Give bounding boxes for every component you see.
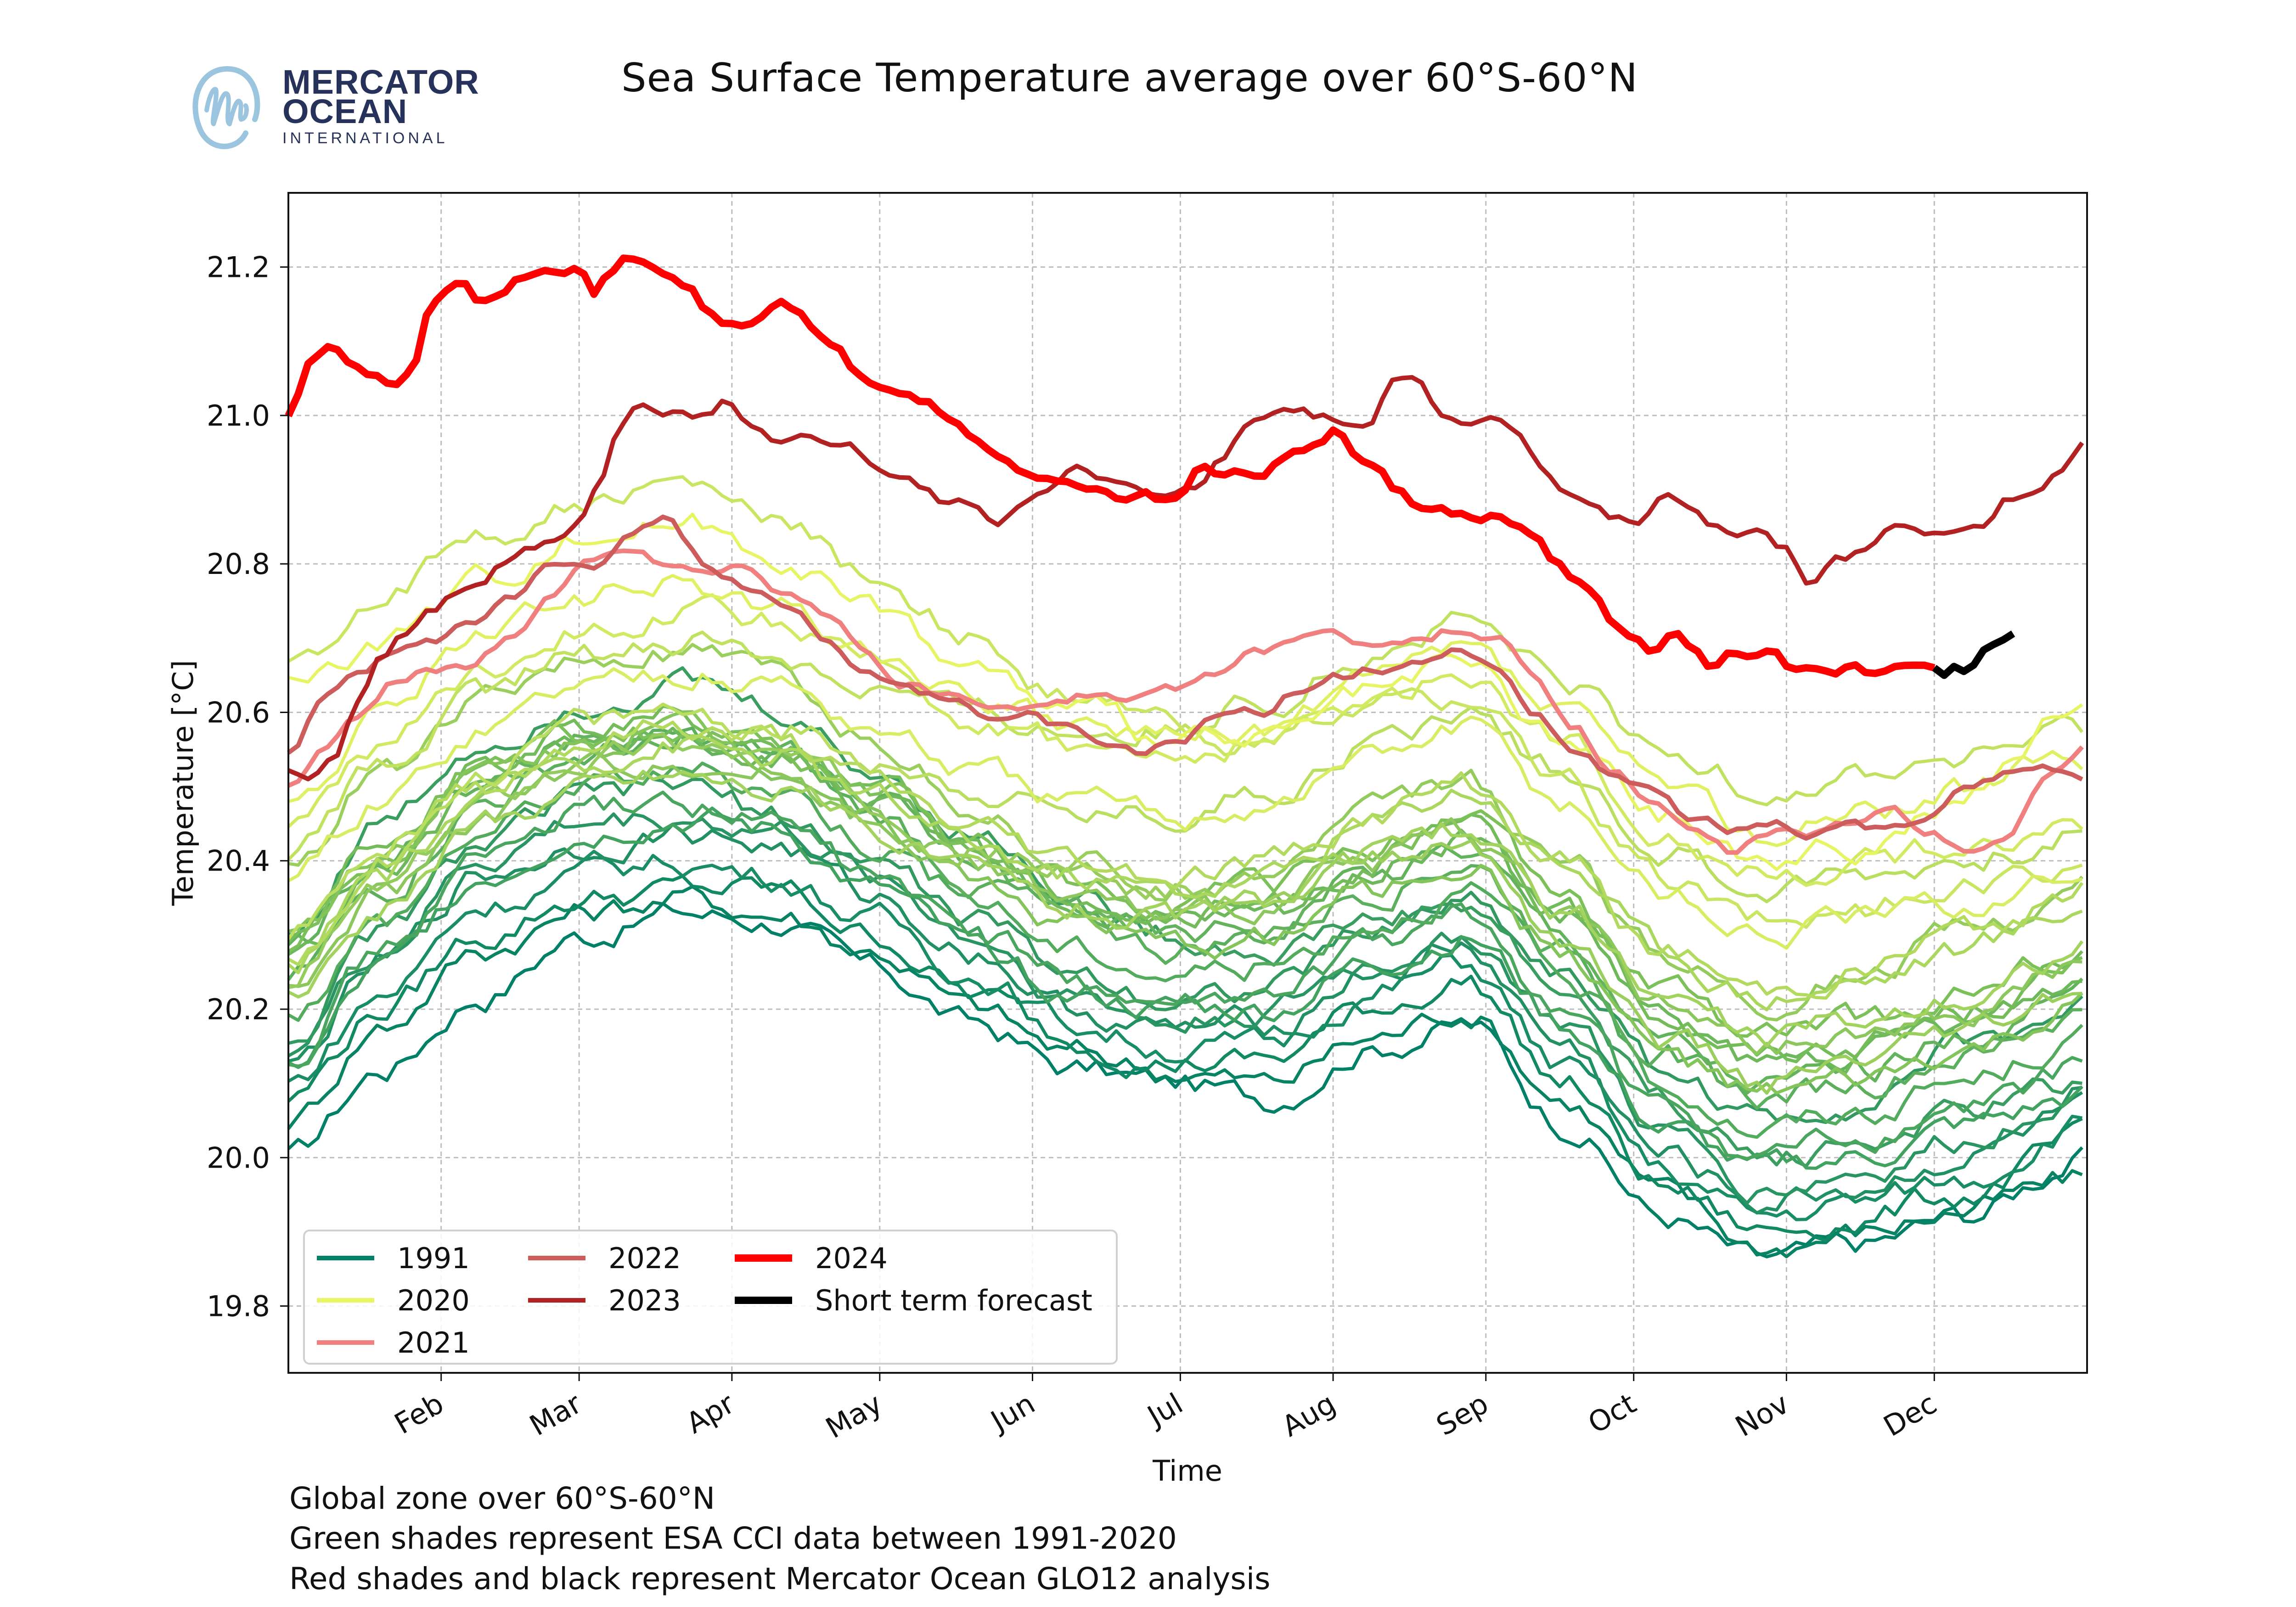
y-tick-label: 20.4: [207, 844, 270, 878]
climatology-line-1991: [287, 902, 2083, 1259]
climatology-line-1992: [287, 885, 2083, 1259]
climatology-line-1994: [287, 854, 2082, 1221]
mercator-ocean-logo: MERCATOR OCEAN INTERNATIONAL: [181, 60, 479, 152]
x-tick-label: Mar: [524, 1387, 587, 1443]
x-axis: Feb Mar Apr May Jun Jul Aug Sep Oct Nov Dec: [389, 1373, 1942, 1445]
climatology-lines: [287, 475, 2084, 1259]
legend-label: Short term forecast: [815, 1284, 1092, 1317]
x-tick-label: Sep: [1431, 1387, 1494, 1443]
y-tick-label: 21.0: [207, 399, 270, 433]
legend-box: [303, 1230, 1118, 1365]
legend-label: 2022: [608, 1242, 681, 1275]
climatology-line-1995: [288, 822, 2083, 1215]
note-green-shades: Green shades represent ESA CCI data betw…: [289, 1521, 1177, 1556]
climatology-line-2016: [287, 475, 2083, 929]
x-tick-label: Jul: [1140, 1387, 1188, 1434]
legend: 1991 2020 2021 2022 2023 2024 Short term forec…: [303, 1230, 1118, 1365]
climatology-line-2001: [287, 761, 2083, 1139]
legend-label: 2023: [608, 1284, 681, 1317]
y-tick-label: 20.6: [207, 696, 270, 729]
series-line-short-term-forecast: [1932, 630, 2015, 679]
climatology-line-2007: [288, 710, 2083, 1095]
legend-label: 1991: [397, 1242, 470, 1275]
y-tick-label: 20.0: [207, 1141, 270, 1174]
chart-title: Sea Surface Temperature average over 60°…: [621, 55, 1638, 101]
x-tick-label: Oct: [1582, 1387, 1642, 1440]
climatology-line-2015: [287, 611, 2084, 861]
x-tick-label: Jun: [984, 1387, 1041, 1439]
legend-label: 2021: [397, 1326, 470, 1360]
grid: [288, 193, 2087, 1373]
plot-frame: [287, 192, 2088, 1374]
climatology-line-2013: [287, 719, 2084, 1000]
series-line-2021: [287, 548, 2084, 855]
y-axis-label: Temperature [°C]: [166, 660, 200, 906]
y-tick-label: 20.8: [207, 547, 270, 581]
series-line-2022: [287, 514, 2083, 841]
climatology-line-2019: [288, 574, 2083, 848]
y-tick-label: 21.2: [207, 251, 270, 284]
y-tick-label: 19.8: [207, 1290, 270, 1323]
logo-line-3: INTERNATIONAL: [282, 129, 448, 147]
climatology-line-2011: [287, 770, 2084, 1048]
y-axis: 19.8 20.0 20.2 20.4 20.6 20.8 21.0 21.2: [207, 251, 288, 1323]
logo-line-2: OCEAN: [282, 92, 408, 130]
climatology-line-2005: [287, 704, 2083, 1063]
climatology-line-1996: [287, 812, 2082, 1205]
logo-line-1: MERCATOR: [282, 63, 479, 101]
climatology-line-2020: [288, 512, 2083, 871]
climatology-line-1999: [287, 806, 2083, 1170]
note-red-shades: Red shades and black represent Mercator …: [289, 1561, 1271, 1596]
climatology-line-2010: [288, 643, 2082, 1095]
x-tick-label: Feb: [389, 1387, 450, 1441]
x-tick-label: Nov: [1730, 1387, 1795, 1444]
climatology-line-2012: [287, 734, 2083, 1011]
mercator-m-circle-logo-icon: [192, 66, 260, 149]
climatology-line-2017: [287, 593, 2083, 887]
series-lines: [285, 254, 2084, 855]
x-tick-label: May: [820, 1387, 888, 1445]
climatology-line-2018: [287, 667, 2083, 950]
x-axis-label: Time: [1152, 1454, 1222, 1488]
chart-title-container: Sea Surface Temperature average over 60°…: [0, 55, 2296, 101]
x-tick-label: Aug: [1276, 1387, 1341, 1444]
x-tick-label: Dec: [1878, 1387, 1942, 1443]
x-tick-label: Apr: [681, 1387, 740, 1440]
series-line-2024: [285, 254, 1936, 678]
y-tick-label: 20.2: [207, 993, 270, 1026]
note-zone: Global zone over 60°S-60°N: [289, 1481, 715, 1516]
legend-label: 2024: [815, 1242, 888, 1275]
legend-label: 2020: [397, 1284, 470, 1317]
climatology-line-2000: [288, 790, 2083, 1160]
